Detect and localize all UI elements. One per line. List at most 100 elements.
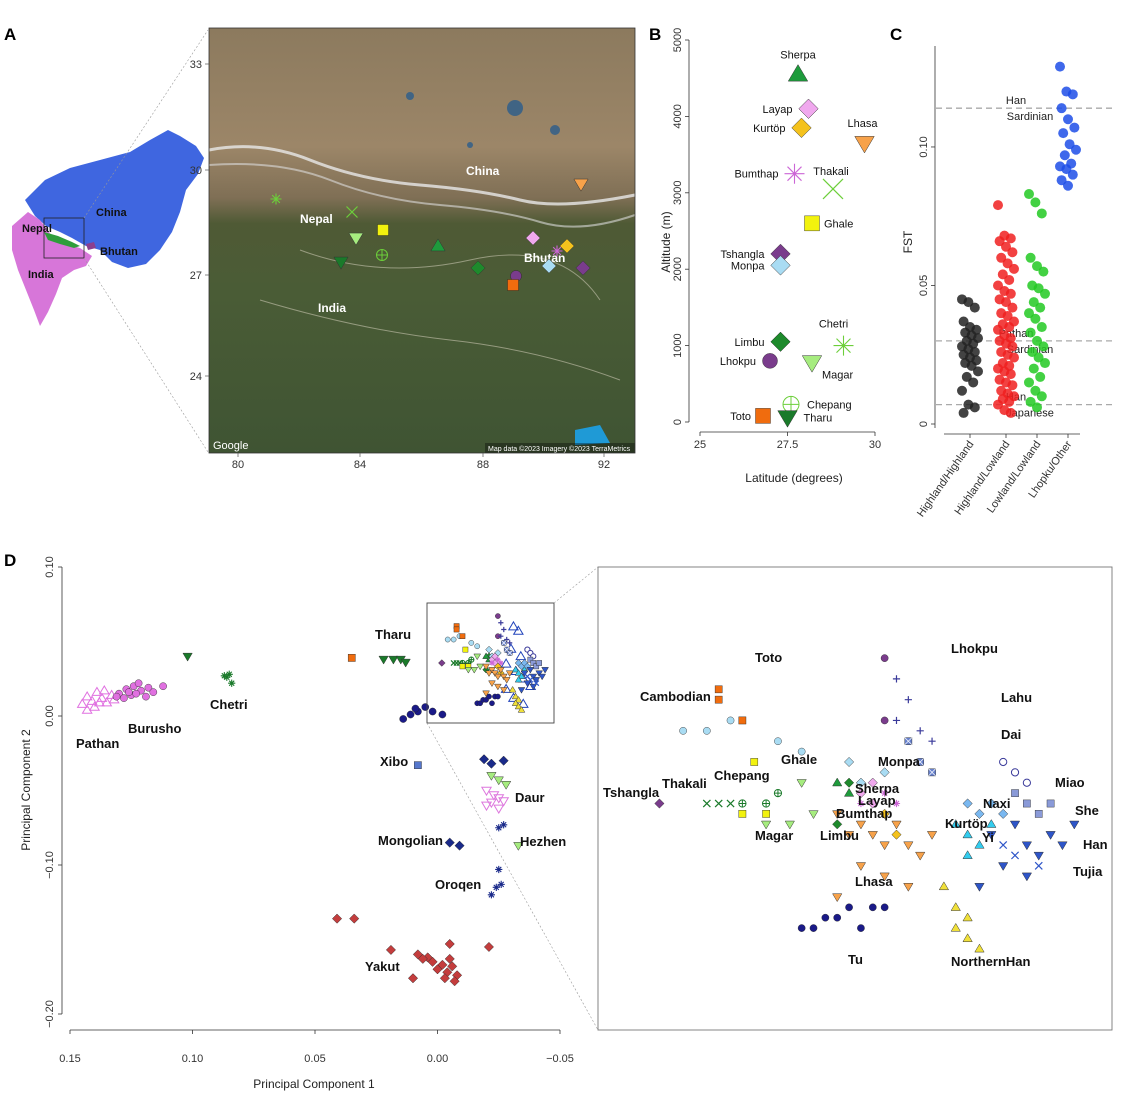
panel-d-point-oroqen xyxy=(495,865,503,874)
inset-point-monpa xyxy=(879,767,890,778)
panel-c-point-lhopku-other xyxy=(1059,150,1070,161)
zoom-point-yi xyxy=(511,665,520,673)
zoom-point-lhasa xyxy=(488,680,496,687)
inset-point-thakali xyxy=(726,799,735,808)
panel-b-point-ghale xyxy=(804,215,820,232)
panel-d-point-burusho xyxy=(134,679,143,688)
panel-c-point-highland-highland xyxy=(969,402,980,413)
panel-c-point-lhopku-other xyxy=(1058,128,1069,139)
panel-d-point-mongolian xyxy=(479,754,490,765)
inset-point-tujia xyxy=(1034,861,1043,870)
inset-point-lhasa xyxy=(903,841,914,851)
panel-d-point-toto xyxy=(347,654,356,662)
zoom-point-northernhan xyxy=(514,702,523,710)
inset-point-layap xyxy=(867,777,878,788)
zoom-point-sherpa xyxy=(482,652,490,659)
panel-b-xlabel: Latitude (degrees) xyxy=(745,471,842,485)
inset-point-lhasa xyxy=(891,820,902,830)
panel-d-point-east-asian xyxy=(507,620,520,631)
zoom-point-han xyxy=(538,673,546,681)
inset-point-toto xyxy=(714,695,723,704)
inset-label-toto: Toto xyxy=(755,650,782,665)
google-logo: Google xyxy=(213,440,248,452)
zoom-point-she xyxy=(527,656,534,663)
panel-d-point-yakut xyxy=(407,973,419,984)
zoom-point-tu xyxy=(495,693,501,700)
inset-point-tujia xyxy=(1010,851,1020,860)
panel-b-label-lhasa: Lhasa xyxy=(848,118,879,130)
panel-b-xtick-25: 25 xyxy=(694,439,706,451)
inset-point-lhasa xyxy=(879,872,890,882)
panel-d-xtick-2: 0.05 xyxy=(304,1053,325,1065)
inset-label-tshangla: Tshangla xyxy=(603,785,660,800)
inset-point-magar xyxy=(796,779,807,788)
panel-d-point-burusho xyxy=(112,692,121,701)
panel-d-point-yakut xyxy=(437,959,448,970)
inset-point-dai xyxy=(904,737,913,746)
panel-b-point-chepang xyxy=(782,395,800,413)
panel-d-label-pathan: Pathan xyxy=(76,736,119,751)
zoom-point-tujia xyxy=(527,676,534,683)
zoom-point-northernhan xyxy=(511,699,520,706)
panel-d-label-hezhen: Hezhen xyxy=(520,834,566,849)
map-lat-tick-30: 30 xyxy=(190,165,202,177)
panel-d-xtick-1: 0.10 xyxy=(182,1053,203,1065)
panel-c-point-lowland-lowland xyxy=(1035,371,1046,382)
zoom-point-lhasa xyxy=(491,670,499,677)
inset-point-she xyxy=(1046,799,1055,808)
panel-d-point-tu xyxy=(421,703,430,711)
zoom-point-lhasa xyxy=(494,673,502,681)
inset-label-yi: Yi xyxy=(982,830,994,845)
panel-d-point-hezhen xyxy=(500,781,512,790)
panel-c-point-lowland-lowland xyxy=(1040,358,1050,369)
zoom-point-han xyxy=(520,670,529,677)
panel-b-point-toto xyxy=(755,408,771,424)
inset-point-chepang xyxy=(761,799,771,808)
inset-label-bumthap: Bumthap xyxy=(836,806,892,821)
zoom-point-northernhan xyxy=(517,706,526,713)
inset-point-cambodian xyxy=(726,716,735,725)
panel-d-point-yakut xyxy=(444,953,455,964)
zoom-point-tu xyxy=(486,693,492,700)
zoom-point-magar xyxy=(473,653,482,661)
zoom-point-bumthap xyxy=(489,660,495,666)
panel-d-point-pathan xyxy=(81,704,93,714)
panel-c-point-lowland-lowland xyxy=(1030,197,1041,208)
inset-label-dai: Dai xyxy=(1001,727,1021,742)
inset-point-tu xyxy=(833,913,842,922)
inset-point-naxi xyxy=(962,798,973,809)
panel-d-point-yakut xyxy=(349,913,360,924)
zoom-point-toto xyxy=(453,626,460,633)
panel-d-point-hezhen xyxy=(493,776,504,786)
panel-d-point-east-asian xyxy=(517,698,529,708)
panel-b-ytick-3000: 3000 xyxy=(672,181,684,205)
panel-c-point-lowland-lowland xyxy=(1040,288,1050,299)
panel-d-point-mongolian xyxy=(486,758,497,769)
panel-c-point-lowland-lowland xyxy=(1025,252,1036,263)
inset-point-naxi xyxy=(974,808,985,819)
panel-d-label-daur: Daur xyxy=(515,790,545,805)
panel-c-point-lhopku-other xyxy=(1069,122,1080,133)
panel-b-label-lhokpu: Lhokpu xyxy=(720,356,756,368)
panel-d-point-yakut xyxy=(444,938,455,950)
panel-c-point-highland-lowland xyxy=(1009,263,1019,274)
inset-label-han: Han xyxy=(1083,837,1108,852)
inset-zoom-box xyxy=(43,217,85,259)
panel-b-label-layap: Layap xyxy=(763,104,793,116)
map-marker-limbu xyxy=(470,260,486,276)
panel-d-point-burusho xyxy=(120,694,128,702)
panel-d-ylabel: Principal Component 2 xyxy=(19,729,33,851)
panel-d-point-burusho xyxy=(159,682,167,691)
panel-b-ytick-4000: 4000 xyxy=(672,104,684,128)
zoom-point-lhasa xyxy=(499,673,508,681)
zoom-point-cambodian xyxy=(450,636,457,643)
zoom-point-ghale xyxy=(459,663,466,670)
panel-d-label-chetri: Chetri xyxy=(210,697,248,712)
zoom-point-bumthap xyxy=(498,660,504,666)
inset-point-han xyxy=(1045,831,1056,840)
panel-c-point-lhopku-other xyxy=(1067,169,1078,180)
map-marker-ghale xyxy=(377,224,389,236)
inset-point-lahu xyxy=(904,696,912,704)
panel-d-point-mongolian xyxy=(498,755,509,766)
